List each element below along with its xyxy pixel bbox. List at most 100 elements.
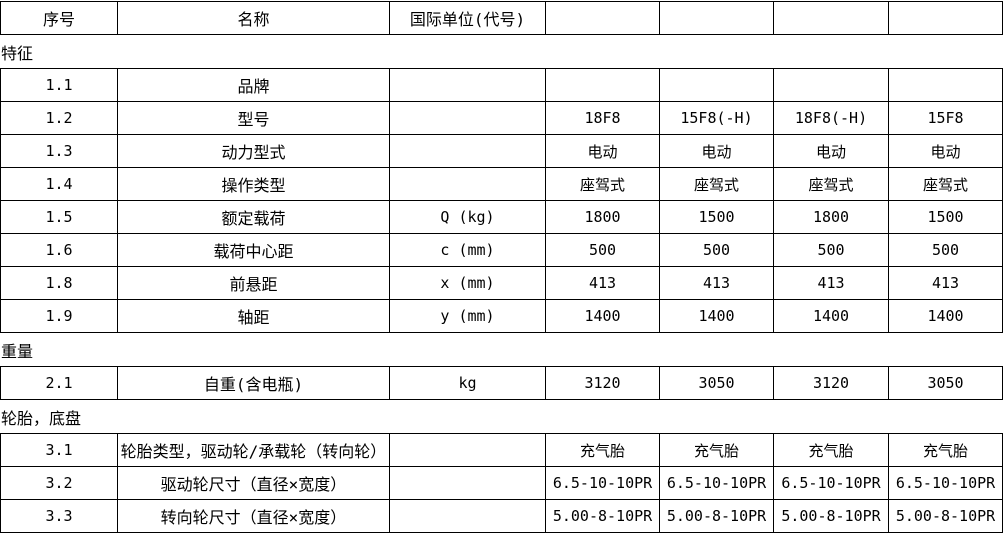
table-row: 1.5 额定载荷 Q (kg) 1800 1500 1800 1500 — [0, 200, 1003, 234]
section-table-tires-chassis: 3.1 轮胎类型，驱动轮/承载轮（转向轮） 充气胎 充气胎 充气胎 充气胎 3.2 驱动轮尺寸… — [0, 433, 1003, 533]
name-cell: 前悬距 — [117, 266, 390, 300]
row-number-cell: 1.4 — [0, 167, 118, 201]
value-cell: 6.5-10-10PR — [545, 466, 660, 500]
value-cell: 5.00-8-10PR — [545, 499, 660, 533]
value-cell: 充气胎 — [545, 433, 660, 467]
unit-cell — [389, 466, 546, 500]
table-row: 1.6 载荷中心距 c (mm) 500 500 500 500 — [0, 233, 1003, 267]
row-number-cell: 1.8 — [0, 266, 118, 300]
value-cell: 500 — [888, 233, 1003, 267]
section-table-features: 1.1 品牌 1.2 型号 18F8 15F8(-H) 18F8(-H) 15F8 1.3 动力型… — [0, 68, 1003, 333]
unit-cell — [389, 68, 546, 102]
value-cell: 座驾式 — [773, 167, 889, 201]
row-number-cell: 3.3 — [0, 499, 118, 533]
value-cell: 18F8 — [545, 101, 660, 135]
section-features: 特征 1.1 品牌 1.2 型号 18F8 15F8(-H) 18F8(-H) 15F8 1.3… — [0, 35, 1003, 333]
value-cell — [773, 68, 889, 102]
value-cell: 413 — [545, 266, 660, 300]
unit-cell: Q (kg) — [389, 200, 546, 234]
header-cell — [773, 1, 889, 35]
header-cell: 国际单位(代号) — [389, 1, 546, 35]
value-cell: 1800 — [545, 200, 660, 234]
value-cell: 18F8(-H) — [773, 101, 889, 135]
unit-cell — [389, 167, 546, 201]
name-cell: 动力型式 — [117, 134, 390, 168]
name-cell: 轮胎类型，驱动轮/承载轮（转向轮） — [117, 433, 390, 467]
name-cell: 型号 — [117, 101, 390, 135]
name-cell: 操作类型 — [117, 167, 390, 201]
row-number-cell: 2.1 — [0, 366, 118, 400]
value-cell: 电动 — [773, 134, 889, 168]
value-cell: 6.5-10-10PR — [773, 466, 889, 500]
section-tires-chassis: 轮胎，底盘 3.1 轮胎类型，驱动轮/承载轮（转向轮） 充气胎 充气胎 充气胎 充气胎 3.… — [0, 400, 1003, 533]
value-cell: 5.00-8-10PR — [888, 499, 1003, 533]
section-table-weight: 2.1 自重(含电瓶) kg 3120 3050 3120 3050 — [0, 366, 1003, 400]
row-number-cell: 1.3 — [0, 134, 118, 168]
value-cell — [659, 68, 774, 102]
name-cell: 品牌 — [117, 68, 390, 102]
spec-document: 序号 名称 国际单位(代号) 特征 1.1 品牌 1.2 型号 18F8 15F8(-H) 18… — [0, 1, 1003, 533]
header-cell — [659, 1, 774, 35]
unit-cell — [389, 101, 546, 135]
header-cell — [545, 1, 660, 35]
unit-cell: y (mm) — [389, 299, 546, 333]
unit-cell — [389, 433, 546, 467]
spec-header-table: 序号 名称 国际单位(代号) — [0, 1, 1003, 35]
name-cell: 额定载荷 — [117, 200, 390, 234]
row-number-cell: 1.5 — [0, 200, 118, 234]
section-label-tires-chassis: 轮胎，底盘 — [0, 400, 1003, 433]
value-cell: 6.5-10-10PR — [659, 466, 774, 500]
unit-cell — [389, 499, 546, 533]
value-cell: 413 — [888, 266, 1003, 300]
value-cell: 413 — [773, 266, 889, 300]
value-cell: 5.00-8-10PR — [773, 499, 889, 533]
table-row: 3.2 驱动轮尺寸（直径×宽度） 6.5-10-10PR 6.5-10-10PR 6.5… — [0, 466, 1003, 500]
value-cell: 1800 — [773, 200, 889, 234]
unit-cell: x (mm) — [389, 266, 546, 300]
unit-cell — [389, 134, 546, 168]
value-cell: 3120 — [773, 366, 889, 400]
name-cell: 自重(含电瓶) — [117, 366, 390, 400]
table-row: 1.2 型号 18F8 15F8(-H) 18F8(-H) 15F8 — [0, 101, 1003, 135]
value-cell — [888, 68, 1003, 102]
value-cell: 充气胎 — [773, 433, 889, 467]
value-cell: 500 — [545, 233, 660, 267]
table-row: 1.4 操作类型 座驾式 座驾式 座驾式 座驾式 — [0, 167, 1003, 201]
value-cell: 充气胎 — [659, 433, 774, 467]
value-cell: 座驾式 — [659, 167, 774, 201]
unit-cell: kg — [389, 366, 546, 400]
value-cell: 5.00-8-10PR — [659, 499, 774, 533]
table-row: 1.3 动力型式 电动 电动 电动 电动 — [0, 134, 1003, 168]
value-cell: 1400 — [659, 299, 774, 333]
value-cell: 座驾式 — [545, 167, 660, 201]
table-row: 3.3 转向轮尺寸（直径×宽度） 5.00-8-10PR 5.00-8-10PR 5.0… — [0, 499, 1003, 533]
value-cell: 1500 — [888, 200, 1003, 234]
table-row: 2.1 自重(含电瓶) kg 3120 3050 3120 3050 — [0, 366, 1003, 400]
row-number-cell: 1.1 — [0, 68, 118, 102]
name-cell: 转向轮尺寸（直径×宽度） — [117, 499, 390, 533]
value-cell: 电动 — [659, 134, 774, 168]
value-cell: 1400 — [545, 299, 660, 333]
table-row: 1.8 前悬距 x (mm) 413 413 413 413 — [0, 266, 1003, 300]
value-cell: 6.5-10-10PR — [888, 466, 1003, 500]
value-cell: 15F8(-H) — [659, 101, 774, 135]
section-label-weight: 重量 — [0, 333, 1003, 366]
value-cell: 3120 — [545, 366, 660, 400]
section-weight: 重量 2.1 自重(含电瓶) kg 3120 3050 3120 3050 — [0, 333, 1003, 400]
row-number-cell: 3.1 — [0, 433, 118, 467]
value-cell: 电动 — [545, 134, 660, 168]
value-cell: 500 — [659, 233, 774, 267]
value-cell: 3050 — [888, 366, 1003, 400]
unit-cell: c (mm) — [389, 233, 546, 267]
row-number-cell: 1.9 — [0, 299, 118, 333]
value-cell: 1400 — [773, 299, 889, 333]
value-cell: 电动 — [888, 134, 1003, 168]
value-cell — [545, 68, 660, 102]
header-cell: 名称 — [117, 1, 390, 35]
header-cell: 序号 — [0, 1, 118, 35]
value-cell: 充气胎 — [888, 433, 1003, 467]
row-number-cell: 1.6 — [0, 233, 118, 267]
table-row: 序号 名称 国际单位(代号) — [0, 1, 1003, 35]
section-label-features: 特征 — [0, 35, 1003, 68]
value-cell: 1400 — [888, 299, 1003, 333]
